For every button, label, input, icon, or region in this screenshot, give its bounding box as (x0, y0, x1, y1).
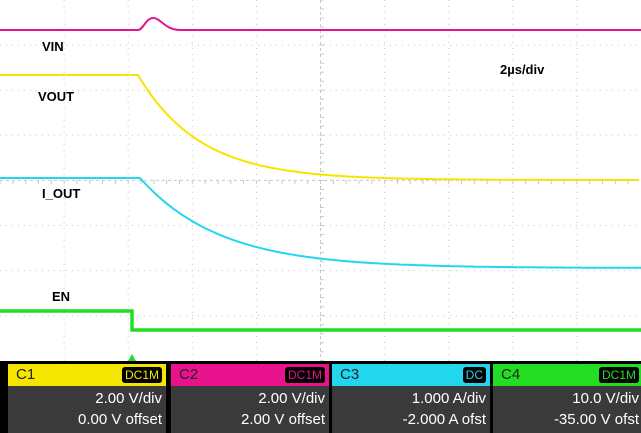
channel-settings: 10.0 V/div -35.00 V ofst (493, 386, 641, 433)
iout-label: I_OUT (42, 186, 81, 201)
channel-panel-c1[interactable]: C1 DC1M 2.00 V/div 0.00 V offset (8, 364, 166, 433)
channel-info-bar: C1 DC1M 2.00 V/div 0.00 V offset C2 DC1M… (0, 361, 641, 433)
waveform-display: VIN VOUT I_OUT EN 2µs/div (0, 0, 641, 361)
vout-trace (0, 74, 639, 181)
channel-panel-c2[interactable]: C2 DC1M 2.00 V/div 2.00 V offset (171, 364, 329, 433)
vertical-scale: 10.0 V/div (572, 390, 639, 407)
channel-header: C1 DC1M (8, 364, 166, 386)
channel-name: C2 (179, 366, 199, 383)
coupling-badge: DC1M (121, 367, 162, 383)
vertical-scale: 2.00 V/div (95, 390, 162, 407)
vertical-offset: -2.000 A ofst (402, 411, 486, 428)
vin-label: VIN (42, 39, 64, 54)
vout-label: VOUT (38, 89, 75, 104)
iout-trace (0, 177, 641, 269)
channel-name: C4 (501, 366, 521, 383)
channel-name: C1 (16, 366, 36, 383)
vertical-scale: 2.00 V/div (258, 390, 325, 407)
channel-header: C4 DC1M (493, 364, 641, 386)
coupling-badge: DC1M (284, 367, 325, 383)
timebase-label: 2µs/div (500, 62, 545, 77)
en-trace (0, 309, 641, 332)
channel-header: C2 DC1M (171, 364, 329, 386)
vertical-scale: 1.000 A/div (411, 390, 486, 407)
coupling-badge: DC1M (598, 367, 639, 383)
graticule (0, 0, 641, 361)
en-label: EN (52, 289, 71, 304)
vertical-offset: 2.00 V offset (241, 411, 325, 428)
channel-header: C3 DC (332, 364, 490, 386)
trigger-marker-icon (128, 354, 136, 361)
channel-settings: 2.00 V/div 2.00 V offset (171, 386, 329, 433)
channel-name: C3 (340, 366, 360, 383)
channel-settings: 1.000 A/div -2.000 A ofst (332, 386, 490, 433)
waveform-area (0, 0, 641, 361)
channel-panel-c3[interactable]: C3 DC 1.000 A/div -2.000 A ofst (332, 364, 490, 433)
vin-trace (0, 16, 641, 31)
channel-panel-c4[interactable]: C4 DC1M 10.0 V/div -35.00 V ofst (493, 364, 641, 433)
coupling-badge: DC (462, 367, 486, 383)
vertical-offset: -35.00 V ofst (553, 411, 639, 428)
channel-settings: 2.00 V/div 0.00 V offset (8, 386, 166, 433)
vertical-offset: 0.00 V offset (78, 411, 162, 428)
